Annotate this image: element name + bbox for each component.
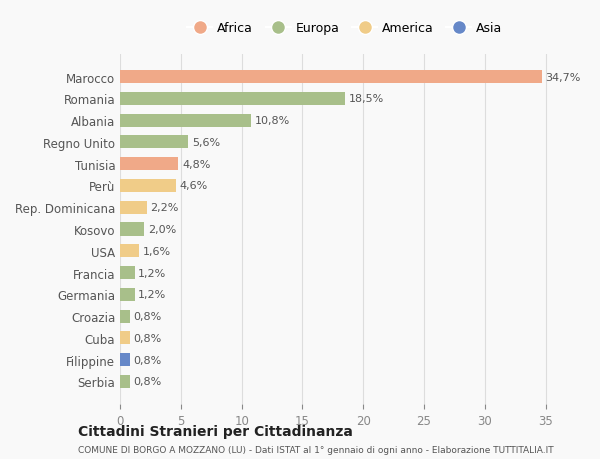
Bar: [120, 353, 130, 366]
Bar: [120, 179, 176, 193]
Text: 18,5%: 18,5%: [349, 94, 384, 104]
Bar: [120, 266, 134, 280]
Text: 2,2%: 2,2%: [151, 203, 179, 213]
Legend: Africa, Europa, America, Asia: Africa, Europa, America, Asia: [181, 16, 509, 41]
Text: 0,8%: 0,8%: [133, 376, 161, 386]
Bar: [120, 93, 345, 106]
Bar: [120, 331, 130, 345]
Text: COMUNE DI BORGO A MOZZANO (LU) - Dati ISTAT al 1° gennaio di ogni anno - Elabora: COMUNE DI BORGO A MOZZANO (LU) - Dati IS…: [78, 445, 554, 454]
Text: 4,8%: 4,8%: [182, 159, 211, 169]
Text: 0,8%: 0,8%: [133, 355, 161, 365]
Bar: [120, 114, 251, 128]
Bar: [120, 310, 130, 323]
Text: 4,6%: 4,6%: [179, 181, 208, 191]
Text: 0,8%: 0,8%: [133, 311, 161, 321]
Text: 34,7%: 34,7%: [545, 73, 581, 83]
Bar: [120, 201, 147, 214]
Bar: [120, 136, 188, 149]
Text: 10,8%: 10,8%: [255, 116, 290, 126]
Bar: [120, 245, 139, 258]
Text: 1,2%: 1,2%: [138, 268, 166, 278]
Bar: [120, 375, 130, 388]
Text: 1,2%: 1,2%: [138, 290, 166, 300]
Bar: [120, 223, 145, 236]
Bar: [120, 158, 178, 171]
Text: Cittadini Stranieri per Cittadinanza: Cittadini Stranieri per Cittadinanza: [78, 425, 353, 438]
Text: 5,6%: 5,6%: [192, 138, 220, 148]
Text: 2,0%: 2,0%: [148, 224, 176, 235]
Text: 1,6%: 1,6%: [143, 246, 171, 256]
Bar: [120, 71, 542, 84]
Text: 0,8%: 0,8%: [133, 333, 161, 343]
Bar: [120, 288, 134, 301]
